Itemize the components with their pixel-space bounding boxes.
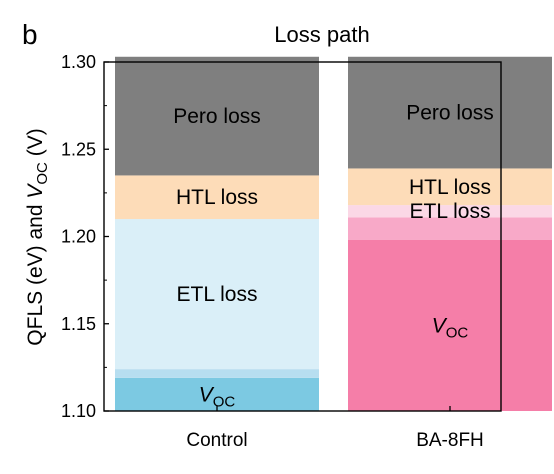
chart-title: Loss path [274,22,369,47]
segment-label-0-2: ETL loss [177,283,258,306]
segment-label-1-3: HTL loss [409,176,491,199]
bar-segment-0-1 [115,369,319,378]
y-tick-label: 1.25 [61,139,96,159]
segment-label-1-4: Pero loss [406,102,494,125]
bar-segment-0-4 [115,56,319,176]
bar-segment-0-0 [115,377,319,411]
segment-label-1-2: ETL loss [410,200,491,223]
y-tick-label: 1.10 [61,401,96,421]
y-ticks: 1.10 1.15 1.20 1.25 1.30 [61,52,109,421]
x-category-label: Control [186,430,247,451]
y-tick-label: 1.15 [61,314,96,334]
segment-label-1-0: VOC [432,314,469,341]
segment-label-0-0: VOC [199,383,236,410]
bar-segment-1-0 [348,239,552,411]
y-tick-label: 1.20 [61,227,96,247]
panel-label: b [22,19,38,50]
bar-segment-0-2 [115,219,319,370]
y-tick-label: 1.30 [61,52,96,72]
y-axis-label-var: V [24,183,47,199]
y-axis-label-sub: OC [34,162,51,185]
x-category-label: BA-8FH [416,430,484,451]
y-axis-label-prefix: QFLS (eV) and [24,199,47,346]
segment-label-0-3: HTL loss [176,186,258,209]
bar-segment-1-4 [348,56,552,169]
x-category-labels: Control BA-8FH [186,406,484,451]
y-axis-label-suffix: (V) [24,128,47,162]
bar-segment-1-3 [348,168,552,206]
segment-label-0-4: Pero loss [173,105,261,128]
y-axis-label: QFLS (eV) and VOC (V) [24,128,51,345]
bar-segment-0-3 [115,175,319,220]
